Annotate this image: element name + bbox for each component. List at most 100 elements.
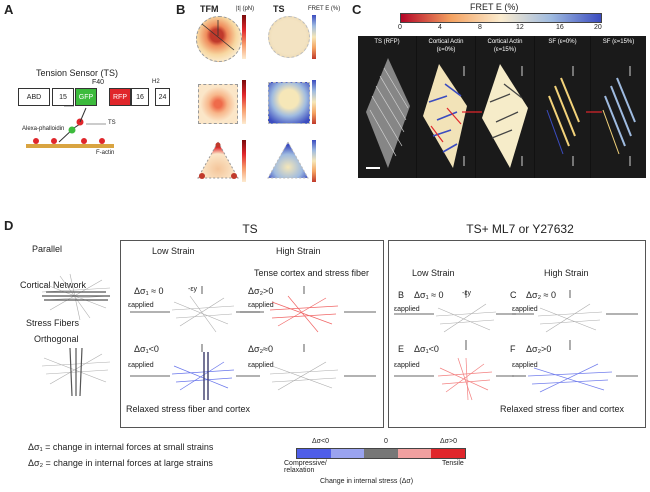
ml7-eapplied-1: εapplied: [394, 306, 420, 313]
ml7-network-grid: [394, 290, 638, 401]
panel-a-title: Tension Sensor (TS): [36, 68, 119, 78]
network-gray-4: [537, 303, 603, 333]
h2-label: H2: [152, 79, 160, 85]
cell-shape: [602, 77, 636, 155]
network-blue: [171, 361, 235, 391]
stress-fibers-label: Stress Fibers: [26, 318, 80, 328]
cell-shape: [366, 58, 410, 169]
legend-neg-label: Δσ<0: [312, 438, 329, 445]
ts-low-strain: Low Strain: [152, 246, 195, 256]
def-dsigma2: Δσ₂ = change in internal forces at large…: [28, 458, 213, 468]
ml7-high-strain: High Strain: [544, 268, 589, 278]
panel-b-label: B: [176, 2, 186, 17]
alexa-label: Alexa-phalloidin: [22, 126, 65, 132]
fret-colorbar: [400, 13, 602, 23]
segment-rfp: RFP: [109, 88, 131, 106]
tfm-map-square: [198, 84, 238, 124]
ts-eapplied-1: εapplied: [128, 302, 154, 309]
legend-compressive: Compressive/ relaxation: [284, 460, 327, 474]
network-gray-1: [171, 295, 235, 333]
cell-image-sf-15: SF (ε=15%): [591, 36, 646, 178]
ts-eq-dsigma1-neg: Δσ₁<0: [134, 344, 159, 354]
fret-tick: 4: [438, 24, 442, 31]
cell-label: SF (ε=15%): [602, 39, 635, 45]
ts-colorbar-2: [312, 80, 316, 124]
f40-label: F40: [92, 79, 105, 86]
fret-tick: 12: [516, 24, 524, 31]
ts-colorbar-3: [312, 140, 316, 182]
ml7-eq-dsigma1-0: Δσ₁ ≈ 0: [414, 290, 444, 300]
ml7-letter-f: F: [510, 344, 516, 354]
ts-condition-box: [120, 240, 384, 428]
tfm-header: TFM: [200, 4, 219, 14]
sensor-diagram: [26, 105, 114, 148]
ml7-relaxed-label: Relaxed stress fiber and cortex: [500, 404, 625, 414]
ts-unit: FRET E (%): [308, 6, 341, 12]
ts-high-strain: High Strain: [276, 246, 321, 256]
cortical-network-label: Cortical Network: [20, 280, 87, 290]
ts-network-grid: [130, 286, 376, 400]
cell-label: TS (RFP): [374, 39, 400, 45]
ts-ey-label: -εy: [188, 286, 197, 293]
segment-gfp: GFP: [75, 88, 97, 106]
def-dsigma1: Δσ₁ = change in internal forces at small…: [28, 442, 214, 452]
ts-relaxed-label: Relaxed stress fiber and cortex: [126, 404, 251, 414]
fret-ticks: 0 4 8 12 16 20: [398, 24, 602, 34]
legend-zero-label: 0: [384, 438, 388, 445]
fret-title: FRET E (%): [470, 2, 519, 12]
ts-map-square: [268, 82, 310, 124]
ml7-eq-dsigma1-neg: Δσ₁<0: [414, 344, 439, 354]
factin-label: F-actin: [96, 150, 115, 156]
ml7-eapplied-2: εapplied: [512, 306, 538, 313]
strain-arrows: [462, 66, 631, 166]
ts-eapplied-3: εapplied: [128, 362, 154, 369]
ts-map-triangle: [267, 140, 309, 179]
cell-image-cortical-0: Cortical Actin (ε=0%): [417, 36, 475, 178]
legend-change: Change in internal stress (Δσ): [320, 478, 414, 485]
tfm-map-triangle: [197, 140, 239, 179]
panel-a-label: A: [4, 2, 14, 17]
fret-tick: 16: [556, 24, 564, 31]
ts-eapplied-2: εapplied: [248, 302, 274, 309]
segment-abd: ABD: [18, 88, 50, 106]
ts-eapplied-4: εapplied: [248, 362, 274, 369]
cell-label-strain: (ε=15%): [493, 47, 517, 53]
cell-label: Cortical Actin: [487, 39, 523, 45]
orthogonal-label: Orthogonal: [34, 334, 79, 344]
ts-eq-dsigma2-0: Δσ₂≈0: [248, 344, 274, 354]
tfm-colorbar-1: [242, 15, 246, 59]
cell-label: Cortical Actin: [428, 39, 464, 45]
ml7-letter-c: C: [510, 290, 517, 300]
cell-image-rfp: TS (RFP): [358, 36, 416, 178]
ts-tense-label: Tense cortex and stress fiber: [254, 268, 370, 278]
segment-24: 24: [155, 88, 170, 106]
fret-tick: 20: [594, 24, 602, 31]
ts-header: TS: [273, 4, 285, 14]
tfm-colorbar-3: [242, 140, 246, 182]
orthogonal-network-icon: [41, 347, 111, 397]
network-gray-2: [269, 361, 339, 391]
segment-15: 15: [52, 88, 74, 106]
stress-legend-bar: [296, 448, 466, 459]
ts-ml7-box-title: TS+ ML7 or Y27632: [466, 222, 574, 236]
ml7-eapplied-3: εapplied: [394, 362, 420, 369]
ts-map-circle: [268, 16, 310, 58]
ml7-ey-label: -εy: [462, 290, 471, 297]
network-red: [269, 295, 339, 333]
fret-tick: 0: [398, 24, 402, 31]
cell-shape: [482, 64, 528, 168]
ml7-letter-e: E: [398, 344, 405, 354]
tfm-unit: |t| (pN): [236, 6, 255, 12]
ts-colorbar-1: [312, 15, 316, 59]
legend-pos-label: Δσ>0: [440, 438, 457, 445]
ml7-eq-dsigma2-pos: Δσ₂>0: [526, 344, 552, 354]
ml7-low-strain: Low Strain: [412, 268, 455, 278]
network-blue-2: [527, 363, 613, 393]
ml7-letter-b: B: [398, 290, 405, 300]
parallel-label: Parallel: [32, 244, 63, 254]
network-red-2: [437, 357, 493, 401]
ts-label-a: TS: [108, 120, 116, 126]
ts-box-title: TS: [242, 222, 258, 236]
network-gray-3: [435, 303, 497, 333]
tfm-colorbar-2: [242, 80, 246, 124]
